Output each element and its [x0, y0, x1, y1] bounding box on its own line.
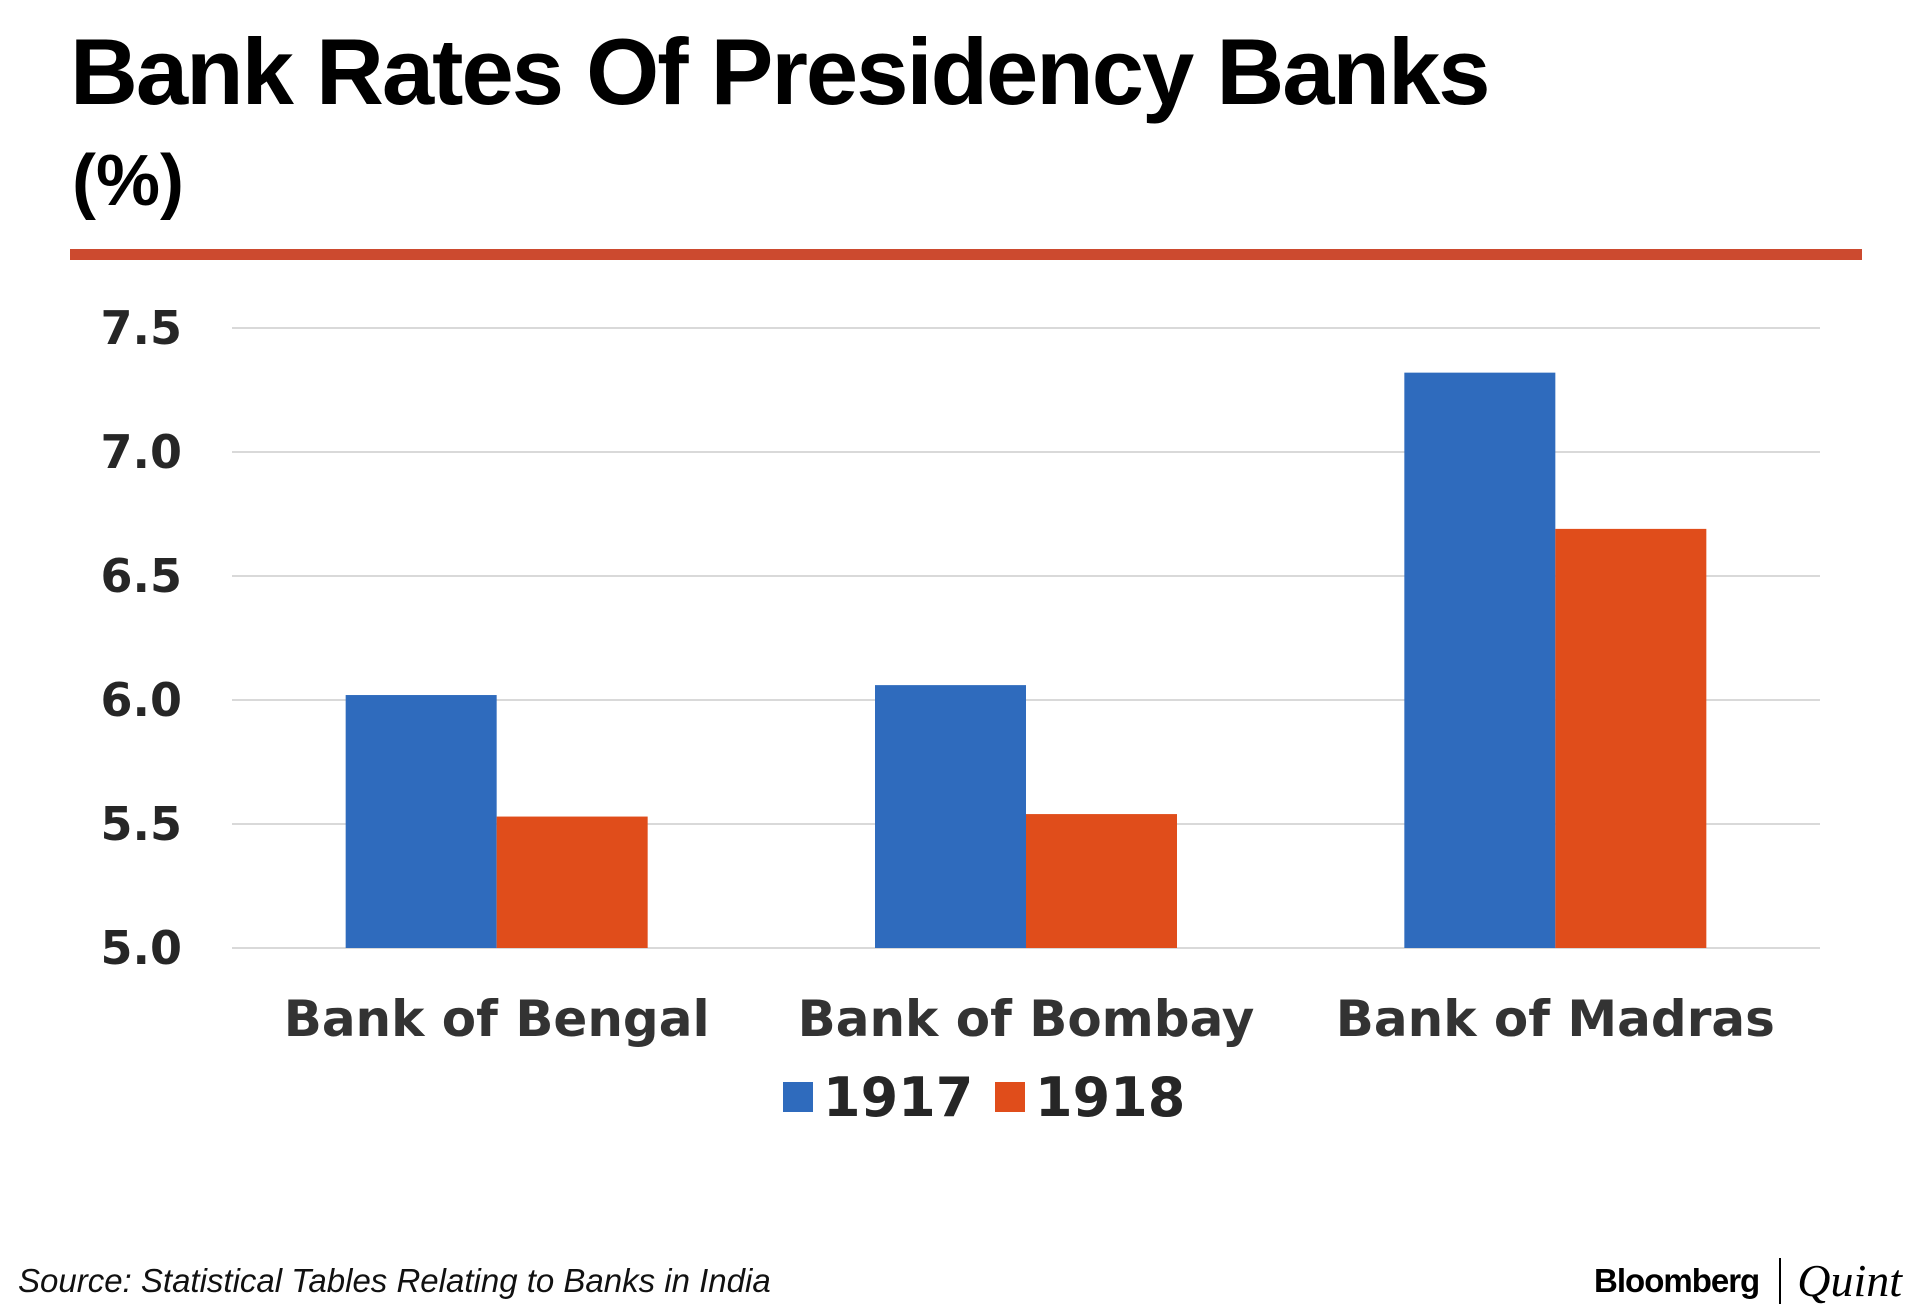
chart-title: Bank Rates Of Presidency Banks	[70, 19, 1491, 124]
y-tick-label: 7.0	[101, 425, 183, 479]
brand-primary: Bloomberg	[1594, 1261, 1760, 1299]
x-category-label: Bank of Madras	[1336, 990, 1775, 1048]
bar-1918-bank-of-madras	[1555, 528, 1707, 948]
legend-label-1918: 1918	[1035, 1066, 1185, 1129]
bar-1918-bank-of-bengal	[496, 816, 648, 948]
y-tick-label: 7.5	[101, 301, 183, 355]
legend-swatch-1917	[783, 1082, 813, 1112]
chart-subtitle: (%)	[72, 141, 184, 221]
brand-separator	[1779, 1257, 1782, 1304]
brand-secondary: Quint	[1797, 1255, 1902, 1306]
brand-logo: Bloomberg Quint	[1594, 1254, 1902, 1307]
bar-1917-bank-of-bengal	[345, 695, 497, 948]
bars	[345, 372, 1707, 948]
legend: 1917 1918	[783, 1066, 1185, 1129]
x-category-label: Bank of Bengal	[284, 990, 710, 1048]
bar-1917-bank-of-bombay	[875, 685, 1026, 948]
bar-1918-bank-of-bombay	[1026, 814, 1177, 948]
x-axis-categories: Bank of Bengal Bank of Bombay Bank of Madr…	[284, 990, 1775, 1048]
y-tick-label: 6.0	[101, 673, 183, 727]
legend-label-1917: 1917	[823, 1066, 973, 1129]
y-axis-ticks: 5.0 5.5 6.0 6.5 7.0 7.5	[101, 301, 183, 975]
bar-1917-bank-of-madras	[1404, 372, 1556, 948]
source-note: Source: Statistical Tables Relating to B…	[18, 1262, 771, 1299]
y-tick-label: 5.5	[101, 797, 183, 851]
legend-swatch-1918	[995, 1082, 1025, 1112]
y-tick-label: 5.0	[101, 921, 183, 975]
title-divider	[70, 249, 1862, 260]
bar-chart: 5.05.56.06.57.07.5 Bank of Bengal Bank of…	[101, 301, 1820, 1129]
y-tick-label: 6.5	[101, 549, 183, 603]
x-category-label: Bank of Bombay	[798, 990, 1255, 1048]
